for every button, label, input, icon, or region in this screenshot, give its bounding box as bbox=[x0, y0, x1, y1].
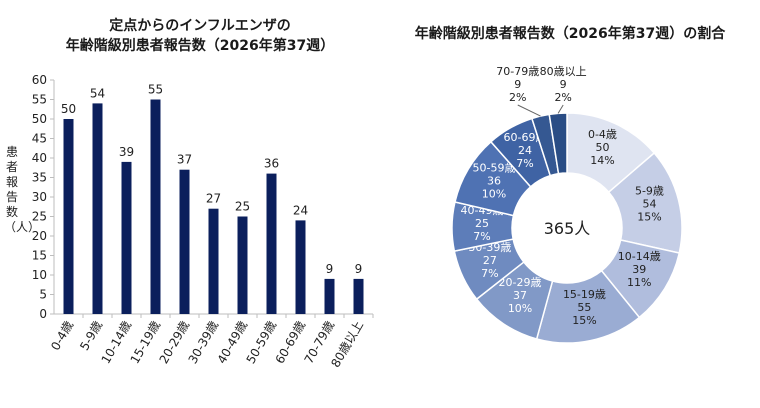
y-tick-label: 25 bbox=[32, 210, 47, 224]
slice-value-label: 27 bbox=[483, 254, 497, 267]
donut-center-total: 365人 bbox=[544, 219, 591, 238]
slice-category-label: 20-29歳 bbox=[499, 276, 542, 289]
donut-leader-line bbox=[517, 104, 541, 117]
bar-data-label: 55 bbox=[148, 83, 163, 97]
slice-percent-label: 11% bbox=[627, 276, 651, 289]
bar-chart-title: 定点からのインフルエンザの 年齢階級別患者報告数（2026年第37週） bbox=[20, 16, 380, 56]
slice-percent-label: 7% bbox=[481, 267, 498, 280]
slice-category-label: 0-4歳 bbox=[588, 128, 617, 141]
y-tick-label: 40 bbox=[32, 151, 47, 165]
slice-percent-label: 2% bbox=[509, 91, 526, 104]
slice-value-label: 25 bbox=[475, 217, 489, 230]
bar bbox=[208, 208, 219, 314]
slice-percent-label: 2% bbox=[554, 91, 571, 104]
y-tick-label: 60 bbox=[32, 73, 47, 87]
y-tick-label: 0 bbox=[39, 307, 47, 321]
bar bbox=[237, 216, 248, 314]
bar-data-label: 50 bbox=[61, 102, 76, 116]
slice-category-label: 15-19歳 bbox=[563, 288, 606, 301]
slice-value-label: 9 bbox=[514, 78, 521, 91]
bar bbox=[295, 220, 306, 314]
bar-data-label: 36 bbox=[264, 157, 279, 171]
y-tick-label: 10 bbox=[32, 268, 47, 282]
bar-data-label: 9 bbox=[355, 262, 363, 276]
bar-chart-title-line1: 定点からのインフルエンザの bbox=[109, 18, 291, 34]
slice-value-label: 55 bbox=[577, 301, 591, 314]
bar bbox=[92, 103, 103, 315]
slice-percent-label: 7% bbox=[516, 157, 533, 170]
bar-data-label: 54 bbox=[90, 86, 105, 100]
slice-value-label: 50 bbox=[595, 141, 609, 154]
slice-percent-label: 15% bbox=[572, 314, 596, 327]
bar bbox=[353, 278, 364, 314]
slice-category-label: 60-69歳 bbox=[504, 131, 547, 144]
bar-data-label: 27 bbox=[206, 192, 221, 206]
bar bbox=[63, 119, 74, 314]
slice-category-label: 5-9歳 bbox=[635, 184, 664, 197]
donut-slice bbox=[548, 112, 568, 175]
donut-leader-line bbox=[557, 104, 564, 114]
slice-value-label: 39 bbox=[632, 263, 646, 276]
bar-data-label: 39 bbox=[119, 145, 134, 159]
y-tick-label: 30 bbox=[32, 190, 47, 204]
bar-data-label: 9 bbox=[326, 262, 334, 276]
bar-data-label: 25 bbox=[235, 200, 250, 214]
x-tick-label: 5-9歳 bbox=[77, 319, 105, 353]
bar-data-label: 24 bbox=[293, 203, 308, 217]
pie-chart-title: 年齢階級別患者報告数（2026年第37週）の割合 bbox=[414, 26, 726, 42]
donut-chart: 0-4歳5014%5-9歳5415%10-14歳3911%15-19歳5515%… bbox=[451, 65, 683, 344]
slice-category-label: 80歳以上 bbox=[540, 65, 587, 78]
slice-category-label: 70-79歳 bbox=[496, 65, 539, 78]
slice-value-label: 9 bbox=[560, 78, 567, 91]
slice-value-label: 37 bbox=[513, 289, 527, 302]
y-tick-label: 50 bbox=[32, 112, 47, 126]
slice-percent-label: 10% bbox=[508, 302, 532, 315]
bar bbox=[324, 278, 335, 314]
bar-data-label: 37 bbox=[177, 153, 192, 167]
slice-category-label: 10-14歳 bbox=[618, 250, 661, 263]
bar-chart-title-line2: 年齢階級別患者報告数（2026年第37週） bbox=[65, 38, 335, 54]
slice-value-label: 36 bbox=[487, 174, 501, 187]
slice-percent-label: 15% bbox=[637, 210, 661, 223]
x-tick-label: 0-4歳 bbox=[48, 319, 76, 353]
slice-percent-label: 10% bbox=[482, 187, 506, 200]
slice-percent-label: 7% bbox=[473, 230, 490, 243]
y-tick-label: 35 bbox=[32, 171, 47, 185]
bar-chart: 051015202530354045505560500-4歳545-9歳3910… bbox=[32, 73, 374, 370]
y-tick-label: 20 bbox=[32, 229, 47, 243]
slice-value-label: 24 bbox=[518, 144, 532, 157]
slice-category-label: 50-59歳 bbox=[473, 161, 516, 174]
bar bbox=[179, 169, 190, 314]
y-tick-label: 15 bbox=[32, 249, 47, 263]
slice-value-label: 54 bbox=[642, 197, 656, 210]
y-tick-label: 45 bbox=[32, 132, 47, 146]
y-tick-label: 5 bbox=[39, 288, 47, 302]
bar bbox=[266, 173, 277, 314]
bar bbox=[150, 99, 161, 314]
slice-percent-label: 14% bbox=[590, 154, 614, 167]
y-tick-label: 55 bbox=[32, 93, 47, 107]
bar bbox=[121, 161, 132, 314]
